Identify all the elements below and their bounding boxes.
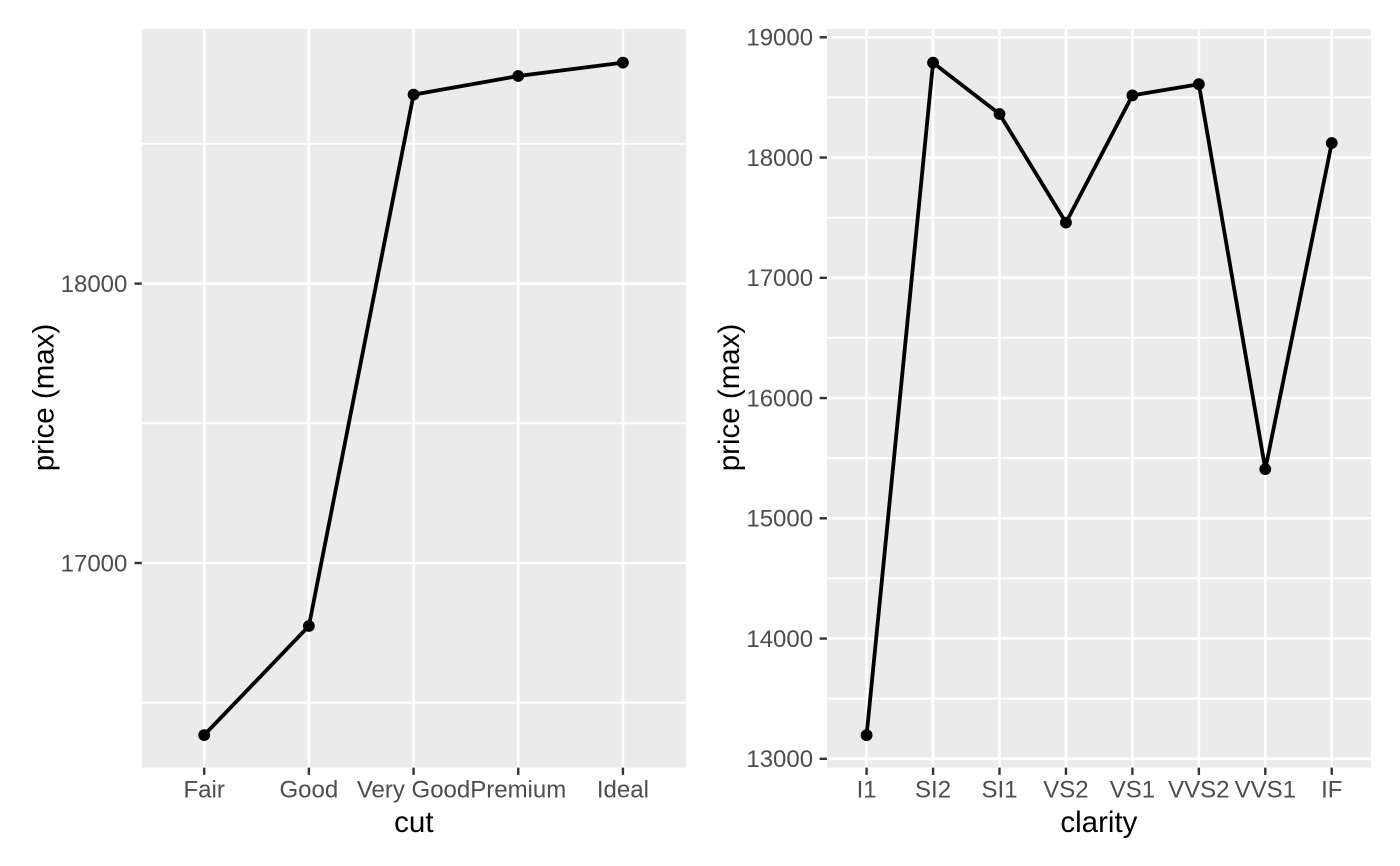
- svg-text:Premium: Premium: [470, 777, 566, 804]
- svg-text:VVS1: VVS1: [1235, 777, 1296, 804]
- svg-text:17000: 17000: [61, 550, 128, 577]
- svg-text:18000: 18000: [61, 271, 128, 298]
- svg-text:VS2: VS2: [1043, 777, 1088, 804]
- svg-text:cut: cut: [394, 806, 433, 839]
- svg-text:SI1: SI1: [981, 777, 1017, 804]
- svg-text:Fair: Fair: [184, 777, 225, 804]
- svg-text:17000: 17000: [746, 265, 813, 292]
- svg-text:13000: 13000: [746, 746, 813, 773]
- svg-text:Ideal: Ideal: [597, 777, 649, 804]
- svg-text:19000: 19000: [746, 25, 813, 52]
- svg-text:IF: IF: [1321, 777, 1342, 804]
- svg-text:18000: 18000: [746, 145, 813, 172]
- svg-text:I1: I1: [857, 777, 877, 804]
- svg-text:16000: 16000: [746, 385, 813, 412]
- svg-text:14000: 14000: [746, 626, 813, 653]
- svg-text:price (max): price (max): [713, 324, 746, 472]
- svg-text:VS1: VS1: [1110, 777, 1155, 804]
- svg-text:Very Good: Very Good: [357, 777, 470, 804]
- svg-text:clarity: clarity: [1060, 806, 1137, 839]
- svg-text:15000: 15000: [746, 506, 813, 533]
- svg-text:SI2: SI2: [915, 777, 951, 804]
- svg-text:VVS2: VVS2: [1168, 777, 1229, 804]
- svg-text:price (max): price (max): [27, 324, 60, 472]
- svg-text:Good: Good: [280, 777, 339, 804]
